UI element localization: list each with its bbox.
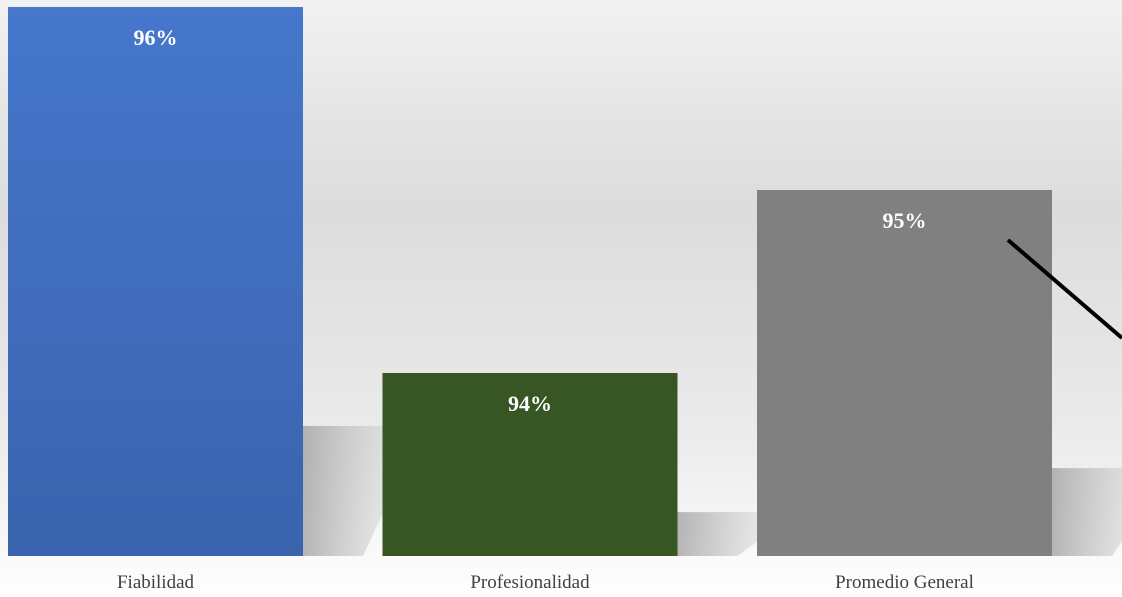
annotation-line [1006, 238, 1122, 340]
bar-fiabilidad [8, 7, 303, 556]
category-label: Profesionalidad [470, 572, 590, 593]
bars [8, 7, 1052, 556]
data-label: 96% [134, 25, 178, 50]
category-label: Fiabilidad [117, 572, 195, 593]
bar-shadow [1052, 468, 1122, 556]
bar-promedio-general [757, 190, 1052, 556]
bar-profesionalidad [382, 373, 678, 556]
category-label: Promedio General [835, 572, 974, 593]
data-labels: 96% 94% 95% [134, 25, 927, 416]
data-label: 95% [883, 208, 927, 233]
data-label: 94% [508, 391, 552, 416]
category-labels: Fiabilidad Profesionalidad Promedio Genera… [117, 572, 974, 593]
